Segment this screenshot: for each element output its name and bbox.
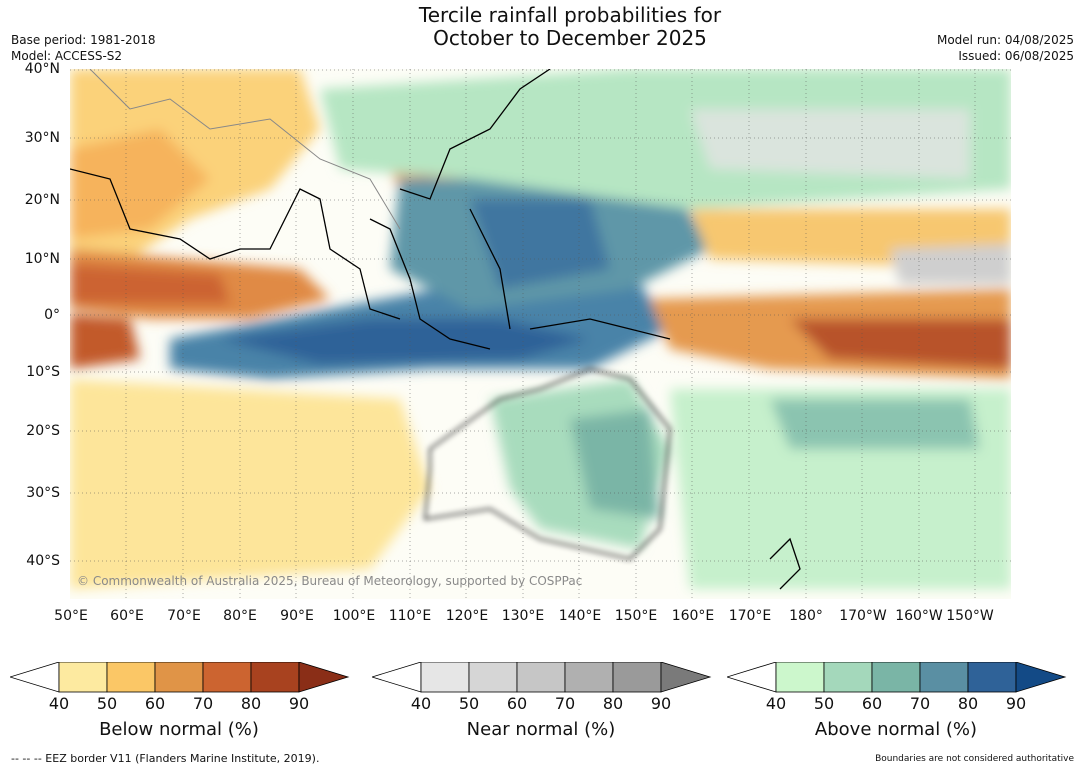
cbar-seg xyxy=(823,662,873,693)
lon-label: 70°E xyxy=(167,608,201,624)
lon-label: 150°W xyxy=(946,608,994,624)
cbar-title-above: Above normal (%) xyxy=(814,719,978,740)
model-name: Model: ACCESS-S2 xyxy=(11,49,123,63)
map-svg xyxy=(69,68,1011,599)
copyright-notice: © Commonwealth of Australia 2025, Bureau… xyxy=(77,574,583,588)
cbar-tick: 80 xyxy=(240,694,262,713)
cbar-title-below: Below normal (%) xyxy=(99,719,259,740)
meta-left: Base period: 1981-2018 Model: ACCESS-S2 xyxy=(11,32,156,64)
cbar-seg xyxy=(564,662,614,693)
cbar-seg xyxy=(919,662,969,693)
lat-label: 40°N xyxy=(24,61,60,77)
lon-label: 170°W xyxy=(839,608,887,624)
lon-label: 150°E xyxy=(614,608,658,624)
cbar-tick: 80 xyxy=(602,694,624,713)
lon-label: 160°E xyxy=(671,608,715,624)
cbar-seg xyxy=(372,662,422,693)
cbar-seg xyxy=(871,662,921,693)
cbar-tick: 50 xyxy=(458,694,480,713)
meta-right: Model run: 04/08/2025 Issued: 06/08/2025 xyxy=(937,32,1074,64)
cbar-seg xyxy=(154,662,204,693)
lon-label: 60°E xyxy=(110,608,144,624)
colorbar-below-normal xyxy=(10,662,350,693)
lat-label: 10°N xyxy=(24,251,60,267)
cbar-tick: 80 xyxy=(957,694,979,713)
cbar-seg xyxy=(250,662,300,693)
lon-label: 160°W xyxy=(895,608,943,624)
lat-label: 30°S xyxy=(26,485,60,501)
lon-label: 130°E xyxy=(501,608,545,624)
coastline-hint xyxy=(424,368,671,560)
lon-label: 140°E xyxy=(558,608,602,624)
cbar-seg xyxy=(727,662,777,693)
lon-label: 50°E xyxy=(54,608,88,624)
cbar-tick: 40 xyxy=(765,694,787,713)
cbar-tick: 90 xyxy=(650,694,672,713)
cbar-seg xyxy=(420,662,470,693)
lon-label: 80°E xyxy=(223,608,257,624)
cbar-title-near: Near normal (%) xyxy=(466,719,616,740)
lon-label: 180° xyxy=(789,608,823,624)
cbar-tick: 90 xyxy=(288,694,310,713)
boundaries-disclaimer: Boundaries are not considered authoritat… xyxy=(875,754,1074,764)
cbar-tick: 90 xyxy=(1005,694,1027,713)
lon-label: 90°E xyxy=(280,608,314,624)
lon-label: 100°E xyxy=(332,608,376,624)
cbar-seg xyxy=(58,662,108,693)
title-line-1: Tercile rainfall probabilities for xyxy=(418,3,722,27)
cbar-tick: 60 xyxy=(144,694,166,713)
cbar-tick: 40 xyxy=(410,694,432,713)
cbar-tick: 70 xyxy=(554,694,576,713)
cbar-tick: 60 xyxy=(506,694,528,713)
lat-label: 0° xyxy=(44,307,60,323)
lat-label: 40°S xyxy=(26,553,60,569)
base-period: Base period: 1981-2018 xyxy=(11,33,156,47)
title-line-2: October to December 2025 xyxy=(433,26,707,50)
model-run: Model run: 04/08/2025 xyxy=(936,33,1074,47)
cbar-tick: 60 xyxy=(861,694,883,713)
cbar-seg xyxy=(202,662,252,693)
colorbar-above-normal xyxy=(727,662,1067,693)
cbar-seg xyxy=(516,662,566,693)
cbar-tick: 40 xyxy=(48,694,70,713)
eez-footnote: -- -- -- EEZ border V11 (Flanders Marine… xyxy=(11,752,320,765)
cbar-tick: 50 xyxy=(96,694,118,713)
lat-label: 10°S xyxy=(26,364,60,380)
cbar-tick: 50 xyxy=(813,694,835,713)
country-borders xyxy=(89,68,401,230)
map-panel xyxy=(69,68,1011,599)
cbar-seg xyxy=(298,662,350,693)
cbar-seg xyxy=(10,662,60,693)
colorbar-near-normal xyxy=(372,662,712,693)
lon-label: 110°E xyxy=(388,608,432,624)
cbar-seg xyxy=(967,662,1017,693)
cbar-seg xyxy=(106,662,156,693)
coastlines xyxy=(69,68,801,590)
issued-date: Issued: 06/08/2025 xyxy=(958,49,1074,63)
cbar-seg xyxy=(1015,662,1067,693)
lon-label: 170°E xyxy=(728,608,772,624)
graticule xyxy=(70,69,1011,599)
lat-label: 30°N xyxy=(24,130,60,146)
lat-label: 20°S xyxy=(26,423,60,439)
lat-label: 20°N xyxy=(24,192,60,208)
cbar-seg xyxy=(468,662,518,693)
map-title: Tercile rainfall probabilities for Octob… xyxy=(300,4,840,50)
cbar-seg xyxy=(612,662,662,693)
lon-label: 120°E xyxy=(445,608,489,624)
cbar-seg xyxy=(775,662,825,693)
cbar-tick: 70 xyxy=(909,694,931,713)
cbar-seg xyxy=(660,662,712,693)
cbar-tick: 70 xyxy=(192,694,214,713)
